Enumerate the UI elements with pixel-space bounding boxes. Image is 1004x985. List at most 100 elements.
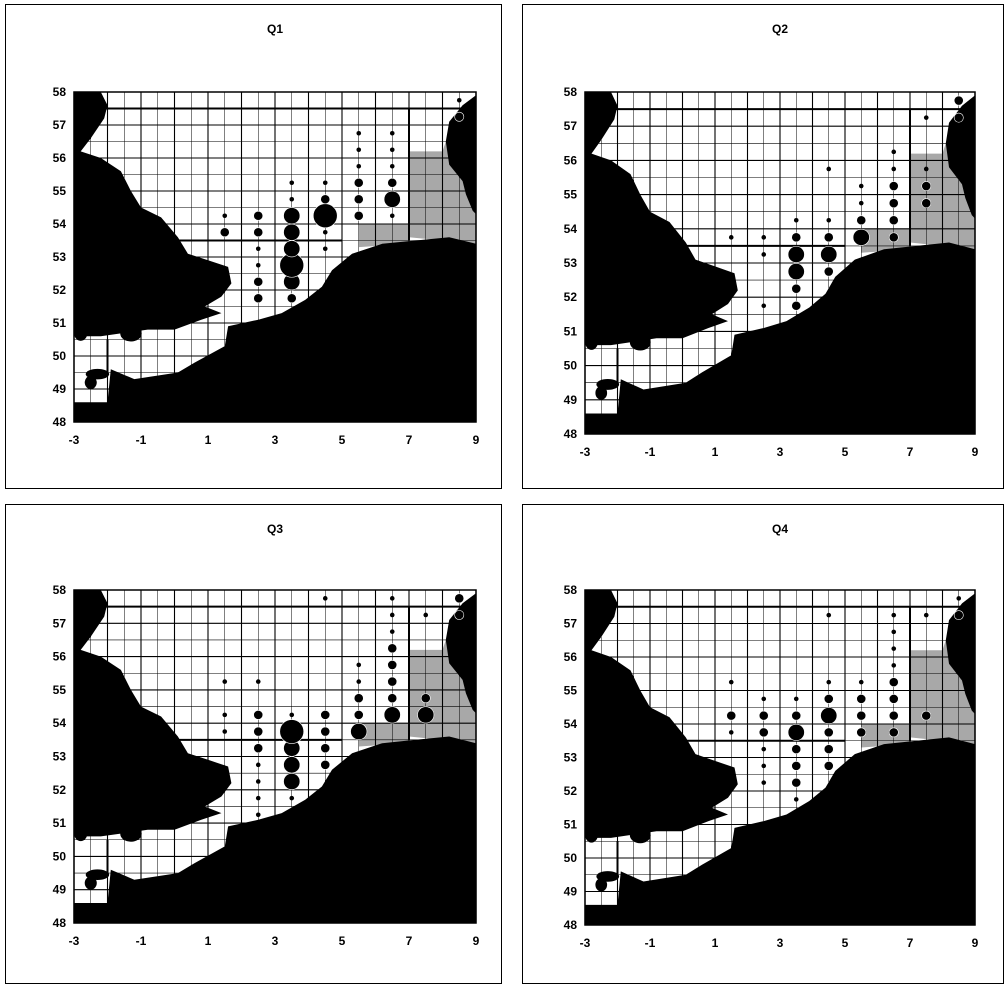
denmark-land [445,593,476,714]
catch-marker [222,213,228,219]
catch-marker [761,763,767,769]
catch-marker [953,610,964,621]
catch-marker [923,612,929,618]
y-tick-label: 58 [564,583,578,597]
catch-marker [417,706,435,724]
y-tick-label: 48 [53,415,67,429]
catch-marker [389,629,395,634]
plot-frame [584,91,976,435]
catch-marker [888,181,899,191]
catch-marker [387,643,398,654]
catch-marker [761,235,767,240]
catch-marker [312,203,338,229]
plot-frame [73,91,477,423]
catch-marker [454,593,465,604]
denmark-land [945,95,975,219]
catch-marker [383,190,401,208]
y-tick-label: 56 [53,650,67,664]
x-tick-label: 7 [406,934,413,948]
catch-marker [389,213,395,219]
catch-marker [255,762,261,768]
catch-marker [891,166,897,172]
x-tick-label: 3 [777,936,784,950]
great-britain-land [585,92,738,346]
catch-marker [283,772,301,790]
catch-marker [787,723,805,741]
catch-marker [279,719,305,744]
catch-marker [253,210,264,221]
catch-marker [858,183,864,189]
island-land [595,878,608,892]
y-tick-label: 56 [564,650,578,664]
island-land [629,827,651,844]
catch-marker [255,679,261,684]
denmark-land [445,95,476,215]
y-tick-label: 49 [53,382,67,396]
catch-marker [921,198,932,209]
catch-marker [253,709,264,720]
y-tick-label: 53 [564,256,578,270]
x-tick-label: 7 [406,433,413,447]
catch-marker [891,663,897,668]
catch-marker [953,112,964,123]
y-tick-label: 52 [564,784,578,798]
y-tick-label: 52 [564,290,578,304]
y-tick-label: 56 [53,151,67,165]
catch-marker [289,712,295,718]
y-tick-label: 51 [564,324,578,338]
catch-marker [255,795,261,801]
catch-marker [389,163,395,169]
catch-marker [253,293,264,304]
catch-marker [728,679,734,685]
catch-marker [283,756,301,774]
x-tick-label: -3 [580,445,591,459]
catch-marker [253,743,264,754]
y-tick-label: 50 [564,359,578,373]
y-tick-label: 53 [53,250,67,264]
island-land [120,825,142,842]
catch-marker [823,744,834,755]
x-tick-label: 1 [712,936,719,950]
y-tick-label: 50 [564,851,578,865]
continent-land [585,737,975,925]
catch-marker [320,759,331,770]
catch-marker [923,115,929,120]
catch-marker [787,263,805,281]
catch-marker [283,240,301,258]
x-tick-label: 3 [272,433,279,447]
x-tick-label: 9 [473,433,480,447]
catch-marker [858,679,864,685]
catch-marker [322,246,328,252]
catch-marker [322,180,328,186]
x-tick-label: 5 [842,936,849,950]
y-tick-label: 55 [564,188,578,202]
catch-marker [353,194,364,205]
y-tick-label: 56 [564,153,578,167]
y-tick-label: 58 [53,85,67,99]
x-tick-label: 9 [473,934,480,948]
panel-title: Q2 [772,22,788,36]
catch-marker [761,696,767,702]
catch-marker [761,746,767,752]
catch-marker [823,232,834,243]
catch-marker [823,760,834,771]
catch-marker [791,283,802,294]
y-tick-label: 48 [53,916,67,930]
catch-marker [826,217,832,223]
catch-marker [856,727,867,738]
catch-marker [791,710,802,721]
catch-marker [891,149,897,155]
catch-marker [891,646,897,651]
y-tick-label: 50 [53,349,67,363]
x-tick-label: 9 [972,445,979,459]
y-tick-label: 54 [53,716,67,730]
y-tick-label: 55 [53,184,67,198]
y-tick-label: 48 [564,427,578,441]
catch-marker [856,693,867,704]
catch-marker [793,696,799,702]
island-land [595,386,608,400]
catch-marker [255,262,261,268]
y-tick-label: 49 [53,883,67,897]
panel-title: Q3 [267,522,283,536]
